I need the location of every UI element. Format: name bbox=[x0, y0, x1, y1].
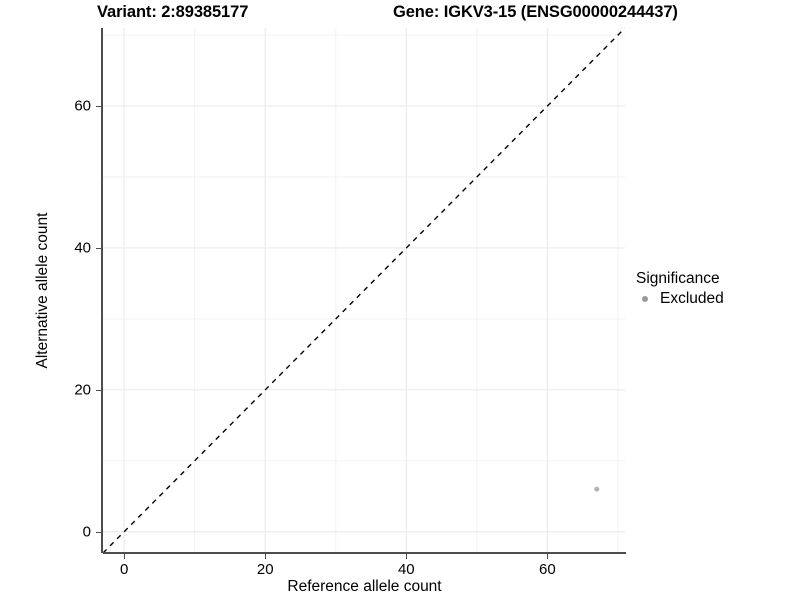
y-tick-label: 60 bbox=[74, 97, 91, 115]
legend-title: Significance bbox=[636, 270, 720, 287]
identity-line bbox=[103, 28, 625, 553]
x-tick-mark bbox=[265, 554, 267, 559]
data-points-layer bbox=[594, 486, 600, 492]
x-tick-mark bbox=[406, 554, 408, 559]
variant-title: Variant: 2:89385177 bbox=[97, 3, 249, 21]
legend-item[interactable]: Excluded bbox=[636, 290, 796, 308]
y-tick-mark bbox=[96, 247, 101, 249]
plot-panel bbox=[103, 28, 625, 553]
plot-title-row: Variant: 2:89385177 Gene: IGKV3-15 (ENSG… bbox=[0, 0, 800, 28]
x-tick-label: 20 bbox=[256, 561, 274, 578]
identity-diagonal-line bbox=[103, 28, 625, 553]
x-axis-line bbox=[103, 552, 626, 554]
y-tick-label: 0 bbox=[82, 523, 91, 541]
data-point bbox=[594, 486, 600, 492]
y-axis-title: Alternative allele count bbox=[34, 212, 51, 369]
x-tick-label: 60 bbox=[539, 561, 556, 578]
gene-title: Gene: IGKV3-15 (ENSG00000244437) bbox=[393, 3, 678, 21]
plot-canvas bbox=[103, 28, 625, 553]
minor-gridlines bbox=[103, 28, 625, 553]
legend-dot bbox=[642, 296, 648, 302]
legend-marker-circle-icon bbox=[636, 290, 654, 308]
x-tick-label: 0 bbox=[119, 561, 129, 578]
y-tick-mark bbox=[96, 531, 101, 533]
y-tick-label: 40 bbox=[74, 239, 91, 257]
legend: Significance Excluded bbox=[636, 270, 796, 308]
legend-item-label: Excluded bbox=[660, 290, 724, 307]
x-tick-label: 40 bbox=[397, 561, 415, 578]
major-gridlines bbox=[103, 28, 625, 553]
x-tick-mark bbox=[547, 554, 549, 559]
y-tick-mark bbox=[96, 389, 101, 391]
y-axis-line bbox=[101, 28, 103, 553]
x-tick-mark bbox=[124, 554, 126, 559]
x-axis-title: Reference allele count bbox=[287, 578, 442, 595]
legend-items: Excluded bbox=[636, 290, 796, 308]
y-tick-mark bbox=[96, 106, 101, 108]
y-tick-label: 20 bbox=[74, 381, 91, 399]
